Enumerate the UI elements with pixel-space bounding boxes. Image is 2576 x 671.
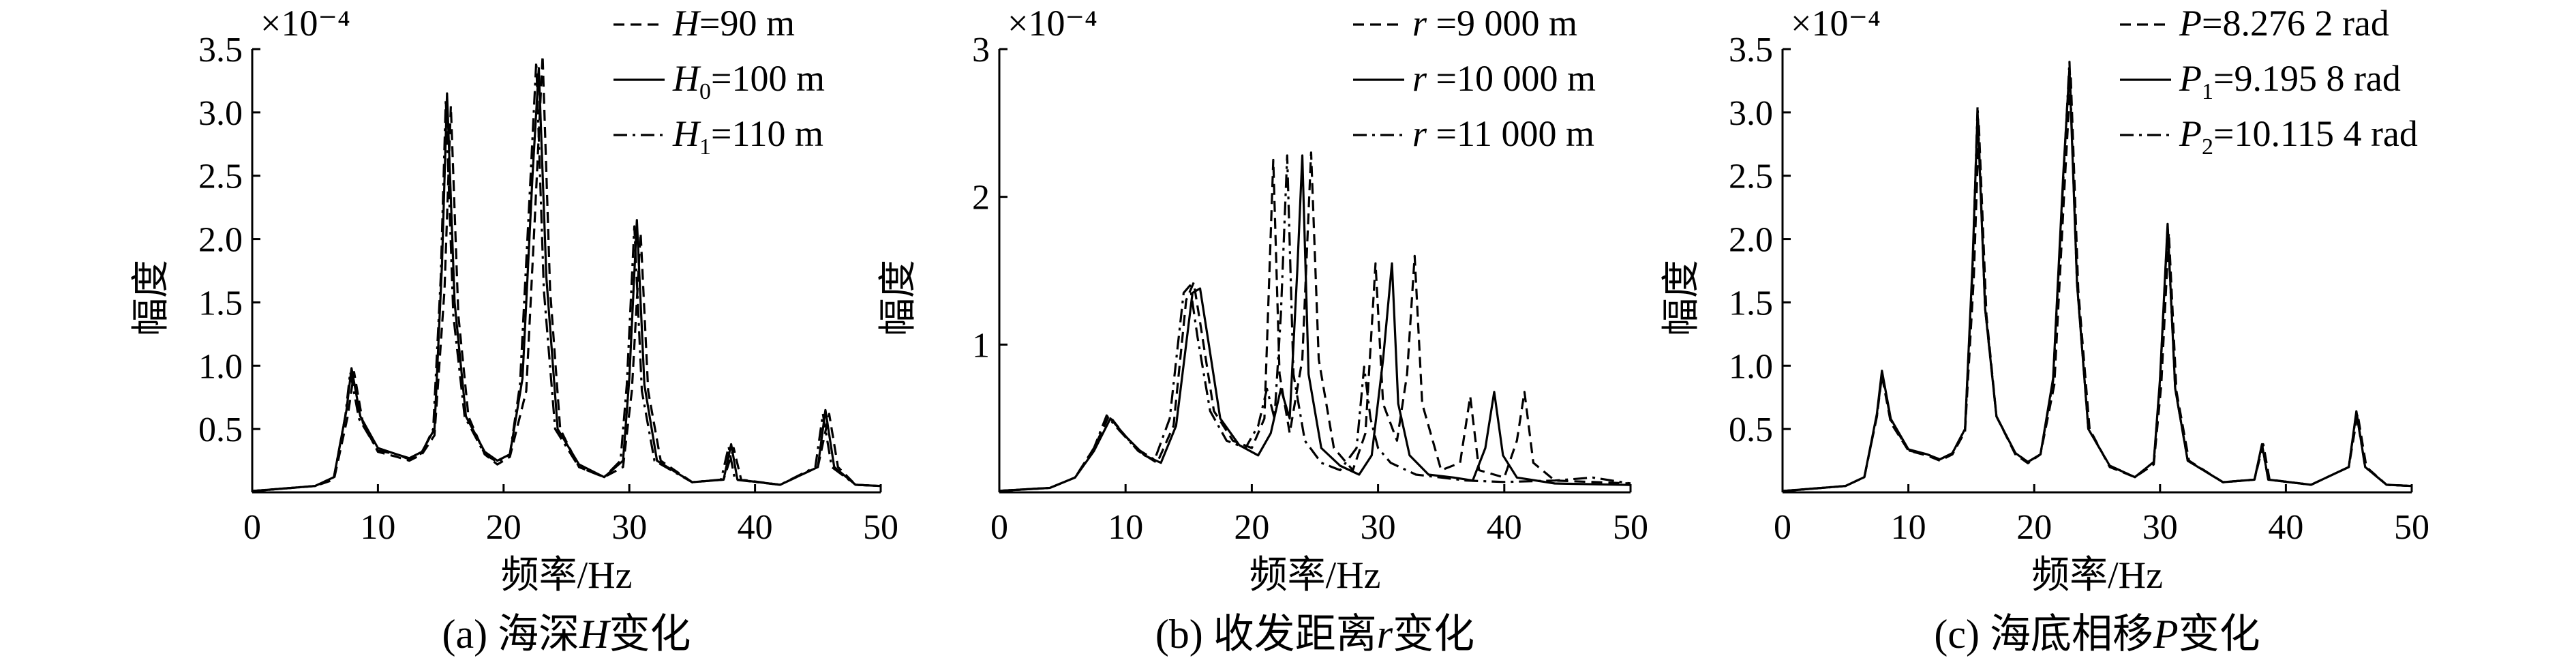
chart-panel-2: 0 10 20 30 40 50 1 2 3 ×10⁻⁴ 频率/Hz 幅度 r =9 000 m r =1… [877,3,1648,597]
x-tick-label: 20 [486,508,521,547]
x-tick-label: 0 [990,508,1008,547]
y-axis-label: 幅度 [130,260,172,336]
series-line-3 [1782,61,2412,492]
x-tick-label: 50 [2394,508,2429,547]
y-tick-label: 3.0 [1729,94,1773,133]
legend: P=8.276 2 rad P1=9.195 8 rad P2=10.115 4 r… [2120,3,2418,160]
y-tick-label: 2.5 [1729,158,1773,196]
x-tick-label: 30 [1361,508,1396,547]
y-tick-label: 1.0 [198,347,243,386]
x-tick-label: 50 [1613,508,1648,547]
y-axis-label: 幅度 [1661,260,1703,336]
x-tick-label: 10 [360,508,395,547]
legend-label-1: r =9 000 m [1412,3,1577,44]
legend-label-2: P1=9.195 8 rad [2179,58,2401,104]
x-tick-label: 10 [1108,508,1143,547]
y-tick-label: 3.0 [198,94,243,133]
y-exponent-label: ×10⁻⁴ [260,3,350,44]
x-tick-label: 0 [1774,508,1791,547]
y-exponent-label: ×10⁻⁴ [1007,3,1097,44]
y-tick-label: 1.0 [1729,347,1773,386]
legend-label-3: P2=10.115 4 rad [2179,113,2418,160]
chart-panel-1: 0 10 20 30 40 50 0.5 1.0 1.5 2.0 2.5 3.0 3.5 ×10⁻⁴ 频率/… [130,3,898,597]
x-tick-label: 0 [243,508,261,547]
panel-caption: (c) 海底相移P变化 [1934,612,2260,657]
y-tick-label: 3.5 [198,31,243,70]
series-line-3 [999,154,1631,492]
legend-label-2: r =10 000 m [1412,58,1596,99]
x-axis-label: 频率/Hz [501,554,633,597]
x-tick-label: 40 [2268,508,2303,547]
y-axis-label: 幅度 [877,260,920,336]
y-tick-label: 2.0 [198,221,243,260]
y-exponent-label: ×10⁻⁴ [1791,3,1881,44]
panel-caption: (b) 收发距离r变化 [1155,612,1474,657]
x-tick-label: 10 [1891,508,1926,547]
x-tick-label: 40 [1487,508,1522,547]
y-tick-label: 3 [972,31,990,70]
x-tick-label: 50 [863,508,898,547]
x-tick-label: 30 [611,508,647,547]
legend-label-2: H0=100 m [672,58,825,104]
legend-label-3: H1=110 m [672,113,823,160]
x-tick-label: 30 [2142,508,2178,547]
x-tick-label: 20 [1234,508,1269,547]
x-tick-label: 20 [2016,508,2052,547]
chart-panel-3: 0 10 20 30 40 50 0.5 1.0 1.5 2.0 2.5 3.0 3.5 ×10⁻⁴ 频率/… [1661,3,2429,597]
x-axis-label: 频率/Hz [1249,554,1381,597]
y-tick-label: 1.5 [1729,284,1773,323]
y-tick-label: 1.5 [198,284,243,323]
legend-label-1: H=90 m [672,3,795,44]
x-tick-label: 40 [738,508,773,547]
y-tick-label: 1 [972,326,990,365]
legend-label-1: P=8.276 2 rad [2179,3,2389,44]
legend-label-3: r =11 000 m [1412,113,1594,154]
series-line-3 [252,61,881,492]
panel-caption: (a) 海深H变化 [442,612,691,657]
legend: H=90 m H0=100 m H1=110 m [613,3,825,160]
x-axis-label: 频率/Hz [2031,554,2163,597]
y-tick-label: 0.5 [198,411,243,449]
y-tick-label: 3.5 [1729,31,1773,70]
series-line-2 [999,154,1631,492]
y-tick-label: 2.5 [198,158,243,196]
y-tick-label: 2 [972,179,990,218]
y-tick-label: 2.0 [1729,221,1773,260]
series-line-2 [252,67,881,492]
legend: r =9 000 m r =10 000 m r =11 000 m [1353,3,1596,154]
series-line-1 [999,151,1631,492]
y-tick-label: 0.5 [1729,411,1773,449]
